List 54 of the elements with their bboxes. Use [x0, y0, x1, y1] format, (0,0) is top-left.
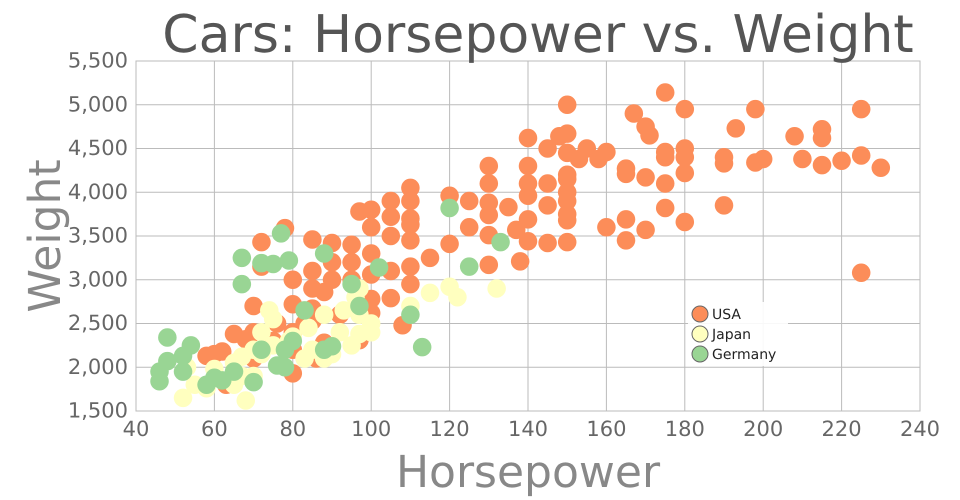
x-tick-label: 220: [822, 416, 862, 441]
x-tick-label: 160: [586, 416, 626, 441]
point: [314, 305, 334, 324]
point: [330, 322, 350, 342]
point: [232, 248, 252, 268]
point: [174, 362, 192, 381]
point: [232, 274, 252, 294]
point: [174, 388, 192, 408]
y-tick-label: 5,000: [68, 92, 128, 116]
y-tick-label: 5,500: [68, 48, 128, 73]
point: [412, 338, 432, 356]
y-tick-label: 2,000: [68, 354, 128, 379]
x-tick-label: 60: [201, 416, 228, 441]
point: [342, 274, 361, 294]
y-tick-label: 4,500: [68, 136, 128, 160]
point: [224, 362, 244, 381]
y-tick-label: 2,500: [68, 311, 128, 336]
point: [295, 301, 314, 320]
point: [244, 372, 263, 392]
point: [252, 322, 271, 342]
point: [460, 257, 478, 276]
chart-title: Cars: Horsepower vs. Weight: [162, 5, 914, 65]
point: [322, 336, 342, 356]
x-tick-label: 200: [743, 416, 784, 441]
point: [264, 310, 282, 328]
legend-label: Germany: [712, 347, 776, 363]
point: [299, 318, 318, 338]
point: [401, 305, 420, 324]
point: [350, 296, 369, 316]
point: [272, 224, 290, 243]
point: [236, 391, 256, 410]
legend-label: USA: [712, 307, 742, 323]
x-tick-label: 140: [508, 416, 548, 441]
point: [370, 258, 388, 277]
point: [420, 284, 440, 302]
point: [252, 340, 271, 360]
point: [158, 352, 177, 370]
x-axis-title: Horsepower: [396, 447, 661, 498]
x-tick-label: 80: [279, 416, 306, 441]
x-tick-label: 120: [430, 416, 470, 441]
point: [487, 279, 506, 298]
point: [334, 301, 354, 320]
point: [158, 328, 177, 347]
x-tick-label: 240: [900, 416, 940, 441]
point: [314, 244, 334, 263]
point: [280, 251, 298, 270]
point: [440, 198, 459, 218]
point: [448, 288, 467, 307]
x-tick-label: 100: [351, 416, 392, 441]
point: [182, 336, 200, 355]
point: [284, 332, 302, 350]
x-tick-label: 180: [664, 416, 705, 441]
point: [491, 232, 510, 252]
legend-label: Japan: [711, 327, 752, 343]
